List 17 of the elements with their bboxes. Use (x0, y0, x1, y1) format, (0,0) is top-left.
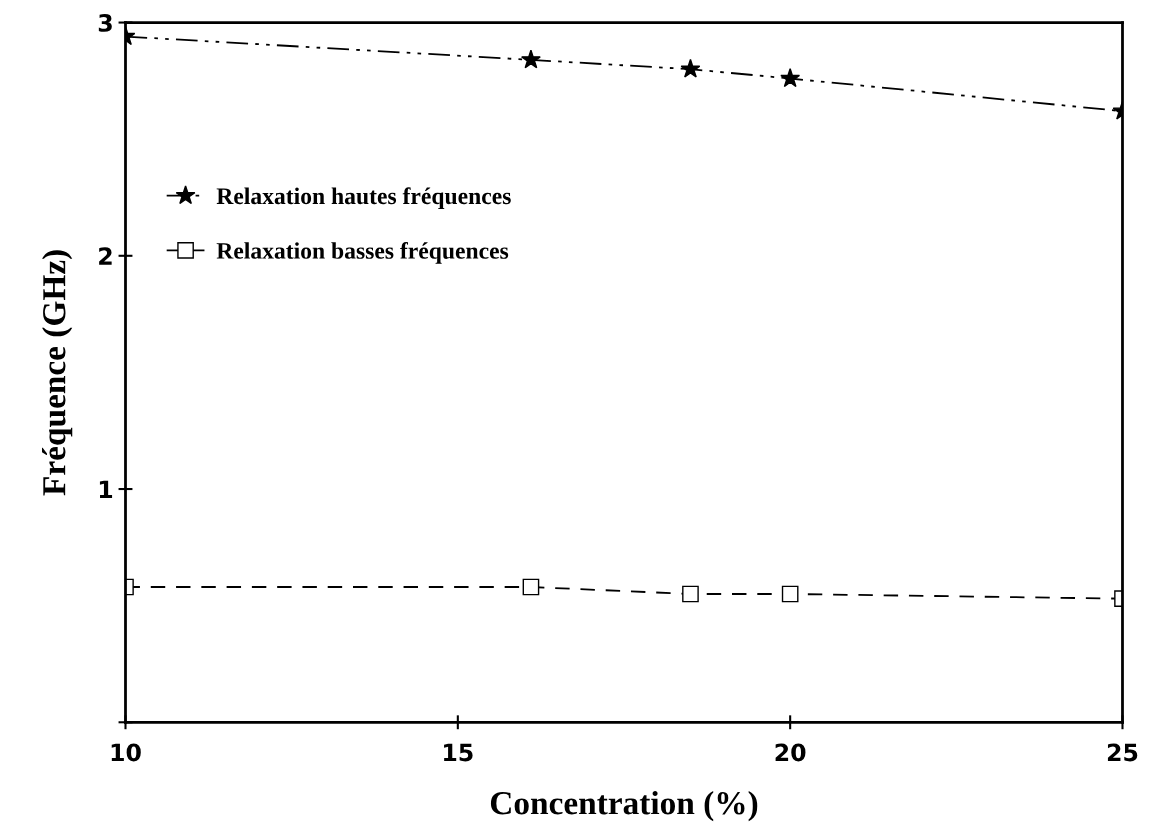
x-axis-title: Concentration (%) (490, 790, 758, 822)
x-tick-label: 25 (1107, 743, 1138, 762)
legend-label: Relaxation hautes fréquences (216, 187, 511, 209)
y-axis-title: Fréquence (GHz) (42, 250, 73, 496)
x-tick-label: 20 (775, 743, 806, 762)
y-tick-label: 3 (98, 13, 112, 32)
y-tick-label: 1 (99, 480, 113, 498)
point (781, 585, 799, 603)
point (680, 58, 701, 78)
point (682, 585, 699, 603)
x-tick-label: 10 (111, 743, 141, 762)
point (521, 49, 541, 69)
point (780, 68, 801, 88)
x-tick-label: 15 (444, 743, 473, 762)
y-tick-label: 2 (99, 247, 112, 265)
legend-label: Relaxation basses fréquences (216, 241, 509, 264)
point (522, 578, 540, 596)
